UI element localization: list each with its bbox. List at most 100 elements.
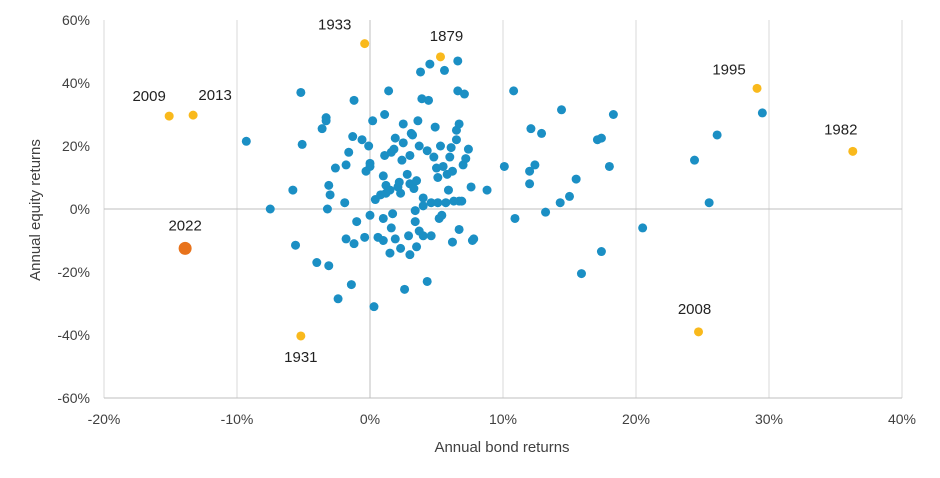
data-point bbox=[459, 89, 469, 99]
y-axis-title: Annual equity returns bbox=[27, 139, 44, 281]
highlight-point bbox=[435, 52, 445, 62]
data-point bbox=[454, 119, 464, 129]
data-point bbox=[525, 179, 535, 189]
data-point bbox=[378, 236, 388, 245]
data-point bbox=[378, 171, 388, 181]
data-point bbox=[349, 95, 359, 105]
data-point bbox=[439, 65, 449, 75]
data-point bbox=[344, 147, 354, 157]
highlight-point bbox=[694, 327, 704, 337]
data-point bbox=[352, 217, 362, 227]
data-point bbox=[288, 185, 298, 195]
y-tick-label: -40% bbox=[57, 327, 90, 343]
data-point bbox=[418, 231, 428, 241]
data-point bbox=[412, 176, 422, 186]
data-point bbox=[526, 124, 536, 134]
year-annotation: 2009 bbox=[132, 88, 165, 105]
data-point bbox=[349, 239, 359, 249]
data-point bbox=[402, 169, 412, 179]
data-point bbox=[405, 250, 415, 260]
data-point bbox=[525, 166, 535, 176]
data-point bbox=[438, 161, 448, 171]
data-point bbox=[576, 269, 586, 279]
data-point bbox=[341, 234, 351, 244]
data-point bbox=[466, 182, 476, 192]
y-tick-label: 60% bbox=[62, 12, 90, 28]
data-point bbox=[291, 240, 301, 250]
data-point bbox=[416, 67, 426, 77]
data-point bbox=[321, 116, 331, 126]
data-point bbox=[441, 198, 451, 208]
data-point bbox=[312, 258, 322, 268]
data-point bbox=[608, 110, 618, 119]
y-tick-label: -60% bbox=[57, 390, 90, 406]
data-point bbox=[408, 130, 418, 140]
data-point bbox=[555, 198, 565, 208]
data-point bbox=[446, 143, 456, 153]
highlight-point bbox=[188, 110, 198, 120]
data-point bbox=[384, 86, 394, 96]
data-point bbox=[443, 185, 453, 195]
data-point bbox=[429, 152, 439, 162]
data-point bbox=[445, 152, 455, 162]
data-point bbox=[424, 95, 434, 105]
data-point bbox=[380, 110, 390, 119]
data-point bbox=[360, 232, 370, 242]
data-point bbox=[369, 302, 379, 312]
data-point bbox=[414, 141, 424, 151]
data-point bbox=[571, 174, 581, 184]
year-annotation: 1879 bbox=[430, 28, 463, 45]
highlight-point bbox=[164, 111, 174, 121]
data-point bbox=[596, 133, 606, 143]
data-point bbox=[422, 276, 432, 286]
data-point bbox=[398, 119, 408, 129]
data-point bbox=[410, 217, 420, 227]
data-point bbox=[340, 198, 350, 208]
x-tick-label: -20% bbox=[88, 411, 121, 427]
highlight-point bbox=[848, 146, 858, 156]
data-point bbox=[265, 204, 275, 214]
data-point bbox=[433, 173, 443, 182]
x-tick-label: 20% bbox=[622, 411, 650, 427]
data-point bbox=[557, 105, 567, 115]
data-point bbox=[426, 231, 436, 241]
data-point bbox=[596, 247, 606, 257]
data-point bbox=[330, 163, 340, 173]
year-annotation: 2022 bbox=[168, 217, 201, 234]
data-point bbox=[364, 141, 374, 151]
data-point bbox=[690, 155, 700, 165]
data-point bbox=[390, 234, 400, 244]
data-point bbox=[405, 150, 415, 160]
data-point bbox=[357, 135, 367, 145]
data-point bbox=[430, 122, 440, 132]
data-point bbox=[412, 242, 422, 252]
data-point bbox=[365, 161, 375, 171]
data-point bbox=[348, 132, 358, 142]
x-axis-title: Annual bond returns bbox=[434, 439, 569, 456]
data-point bbox=[325, 190, 335, 200]
highlight-point bbox=[296, 331, 306, 341]
data-point bbox=[482, 185, 492, 195]
data-point bbox=[398, 138, 408, 148]
data-point bbox=[565, 191, 574, 201]
data-point bbox=[365, 210, 375, 220]
grid-lines bbox=[103, 20, 903, 399]
data-point bbox=[385, 248, 395, 258]
data-point bbox=[463, 144, 473, 154]
data-point bbox=[418, 201, 428, 211]
year-annotation: 1933 bbox=[318, 17, 351, 34]
data-point bbox=[324, 261, 334, 271]
data-point bbox=[499, 161, 509, 171]
data-point bbox=[453, 56, 463, 66]
current-year-point bbox=[178, 241, 192, 255]
data-point bbox=[296, 87, 306, 97]
highlight-point bbox=[360, 39, 370, 49]
data-point bbox=[704, 198, 714, 208]
data-point bbox=[385, 185, 395, 195]
data-point bbox=[418, 193, 428, 203]
data-point bbox=[410, 206, 420, 216]
data-point bbox=[389, 144, 399, 154]
x-tick-label: -10% bbox=[221, 411, 254, 427]
year-annotation: 1931 bbox=[284, 349, 317, 366]
highlight-point bbox=[752, 83, 762, 93]
